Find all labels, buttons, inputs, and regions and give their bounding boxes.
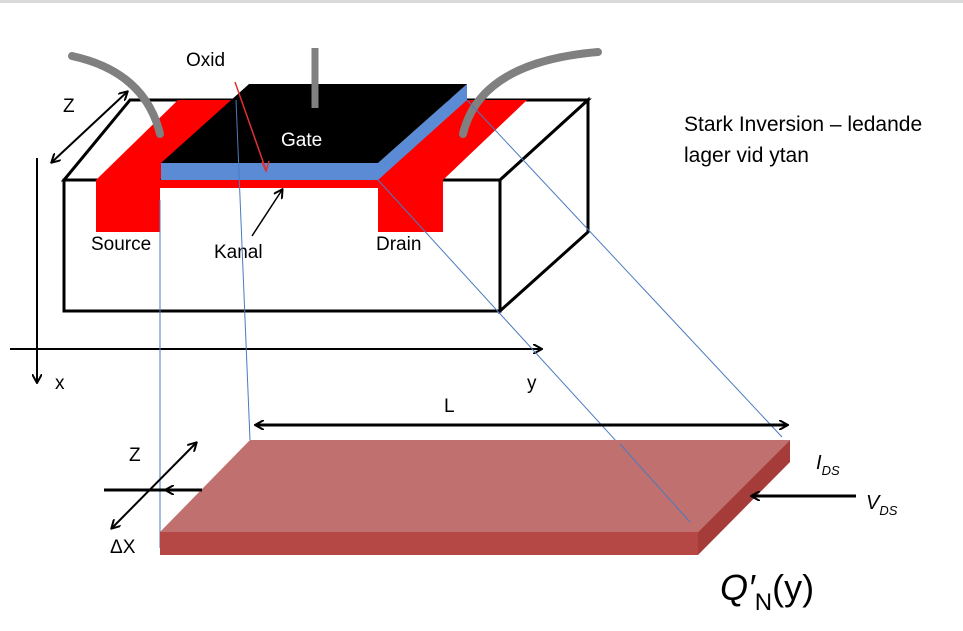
vds-label: VDS: [866, 492, 898, 518]
x-axis-label: x: [55, 373, 65, 394]
projection-line-3-slab: [619, 443, 691, 523]
slab-top-face: [160, 440, 790, 532]
delta-x-label: ΔX: [110, 537, 136, 558]
oxid-pointer: [234, 81, 267, 171]
z-axis-arrow-bottom: [112, 443, 196, 528]
drain-top-region: [378, 100, 527, 180]
source-region: [96, 180, 160, 232]
projection-line-2: [235, 99, 251, 441]
channel-region: [160, 180, 378, 188]
length-label: L: [444, 396, 455, 417]
z-label-top: Z: [63, 96, 75, 117]
gate-label: Gate: [281, 130, 322, 151]
kanal-pointer: [251, 190, 282, 237]
y-axis-label: y: [527, 373, 537, 394]
oxide-front: [161, 163, 378, 180]
slab-front-face: [160, 532, 698, 555]
kanal-label: Kanal: [214, 242, 263, 263]
description-line-2: lager vid ytan: [684, 144, 809, 167]
oxide-side: [378, 84, 467, 180]
projection-line-4: [466, 99, 783, 438]
drain-region: [378, 180, 443, 232]
ids-label: IDS: [816, 452, 840, 478]
z-axis-arrow-top: [52, 92, 127, 162]
source-label: Source: [91, 234, 151, 255]
top-divider: [0, 0, 963, 3]
oxid-label: Oxid: [186, 50, 225, 71]
z-label-bottom: Z: [129, 445, 141, 466]
source-top-region: [96, 100, 232, 180]
oxid-pointer-head: [261, 160, 270, 174]
drain-label: Drain: [376, 234, 421, 255]
description-line-1: Stark Inversion – ledande: [684, 113, 922, 136]
charge-label: Q′N(y): [720, 567, 814, 616]
drain-wire: [459, 48, 602, 138]
slab-side-face: [698, 440, 790, 555]
source-wire: [68, 52, 164, 138]
